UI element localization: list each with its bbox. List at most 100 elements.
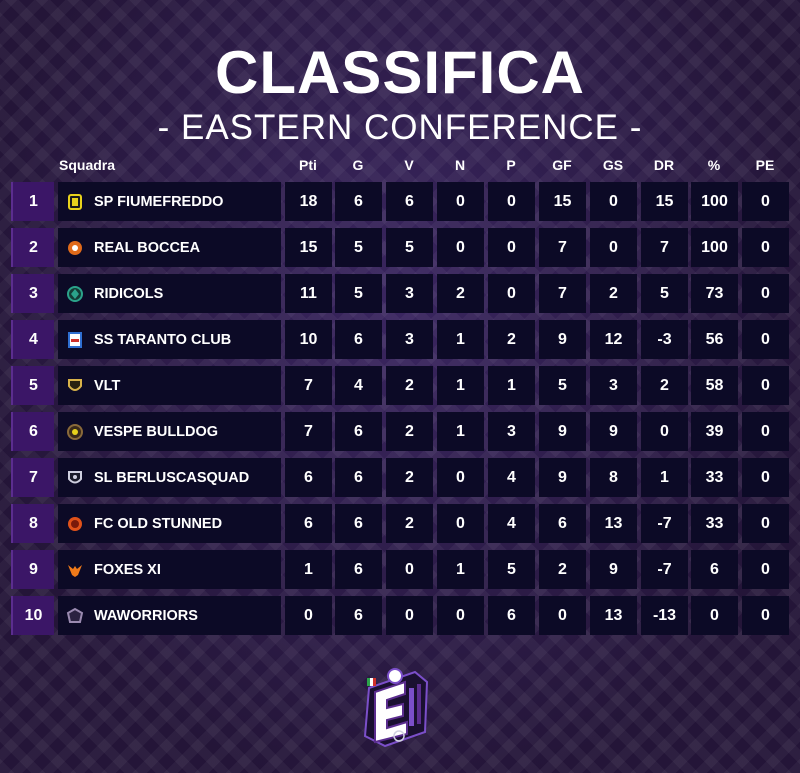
n-cell: 0 <box>437 458 484 497</box>
table-header: Squadra Pti G V N P GF GS DR % PE <box>0 157 800 175</box>
pe-cell: 0 <box>742 504 789 543</box>
pti-cell: 10 <box>285 320 332 359</box>
crest-fiumefreddo-icon <box>66 193 84 211</box>
header-g: G <box>352 157 364 173</box>
team-name: WAWORRIORS <box>94 607 198 624</box>
page-title: CLASSIFICA <box>215 39 585 106</box>
pct-cell: 33 <box>691 458 738 497</box>
gf-cell: 9 <box>539 458 586 497</box>
g-cell: 6 <box>335 596 382 635</box>
pti-cell: 6 <box>285 504 332 543</box>
pe-cell: 0 <box>742 412 789 451</box>
pe-cell: 0 <box>742 182 789 221</box>
v-cell: 3 <box>386 274 433 313</box>
pct-cell: 100 <box>691 228 738 267</box>
pti-cell: 11 <box>285 274 332 313</box>
pti-cell: 15 <box>285 228 332 267</box>
rank-cell: 4 <box>11 320 54 359</box>
gs-cell: 13 <box>590 504 637 543</box>
gs-cell: 8 <box>590 458 637 497</box>
dr-cell: 2 <box>641 366 688 405</box>
pct-cell: 39 <box>691 412 738 451</box>
g-cell: 5 <box>335 274 382 313</box>
v-cell: 2 <box>386 504 433 543</box>
n-cell: 2 <box>437 274 484 313</box>
crest-boccea-icon <box>66 239 84 257</box>
g-cell: 5 <box>335 228 382 267</box>
pti-cell: 1 <box>285 550 332 589</box>
dr-cell: 7 <box>641 228 688 267</box>
dr-cell: 1 <box>641 458 688 497</box>
conference-subtitle: - EASTERN CONFERENCE - <box>157 108 643 147</box>
rank-cell: 10 <box>11 596 54 635</box>
pct-cell: 58 <box>691 366 738 405</box>
n-cell: 0 <box>437 596 484 635</box>
rank-cell: 6 <box>11 412 54 451</box>
table-row: 6 VESPE BULLDOG 7 6 2 1 3 9 9 0 39 0 <box>0 412 800 451</box>
p-cell: 3 <box>488 412 535 451</box>
table-row: 7 SL BERLUSCASQUAD 6 6 2 0 4 9 8 1 33 0 <box>0 458 800 497</box>
g-cell: 4 <box>335 366 382 405</box>
table-row: 1 SP FIUMEFREDDO 18 6 6 0 0 15 0 15 100 0 <box>0 182 800 221</box>
team-name: SL BERLUSCASQUAD <box>94 469 250 486</box>
gf-cell: 7 <box>539 228 586 267</box>
pct-cell: 56 <box>691 320 738 359</box>
header-team: Squadra <box>59 157 116 173</box>
crest-ridicols-icon <box>66 285 84 303</box>
header-pct: % <box>707 157 721 173</box>
team-cell: RIDICOLS <box>58 274 281 313</box>
g-cell: 6 <box>335 504 382 543</box>
header-p: P <box>506 157 516 173</box>
crest-vlt-icon <box>66 377 84 395</box>
pe-cell: 0 <box>742 366 789 405</box>
crest-foxes-icon <box>66 561 84 579</box>
g-cell: 6 <box>335 550 382 589</box>
table-row: 3 RIDICOLS 11 5 3 2 0 7 2 5 73 0 <box>0 274 800 313</box>
p-cell: 4 <box>488 504 535 543</box>
team-name: SS TARANTO CLUB <box>94 331 232 348</box>
team-cell: REAL BOCCEA <box>58 228 281 267</box>
gf-cell: 2 <box>539 550 586 589</box>
gf-cell: 0 <box>539 596 586 635</box>
gf-cell: 15 <box>539 182 586 221</box>
rank-cell: 3 <box>11 274 54 313</box>
rank-cell: 2 <box>11 228 54 267</box>
v-cell: 0 <box>386 550 433 589</box>
league-e-logo-icon <box>355 662 435 750</box>
team-cell: VESPE BULLDOG <box>58 412 281 451</box>
pe-cell: 0 <box>742 274 789 313</box>
pe-cell: 0 <box>742 596 789 635</box>
p-cell: 0 <box>488 228 535 267</box>
n-cell: 1 <box>437 366 484 405</box>
gs-cell: 12 <box>590 320 637 359</box>
gs-cell: 9 <box>590 412 637 451</box>
gf-cell: 5 <box>539 366 586 405</box>
p-cell: 0 <box>488 274 535 313</box>
header-n: N <box>454 157 466 173</box>
team-name: FC OLD STUNNED <box>94 515 223 532</box>
p-cell: 6 <box>488 596 535 635</box>
table-row: 8 FC OLD STUNNED 6 6 2 0 4 6 13 -7 33 0 <box>0 504 800 543</box>
rank-cell: 5 <box>11 366 54 405</box>
p-cell: 2 <box>488 320 535 359</box>
dr-cell: 5 <box>641 274 688 313</box>
pe-cell: 0 <box>742 458 789 497</box>
gs-cell: 0 <box>590 182 637 221</box>
rank-cell: 7 <box>11 458 54 497</box>
team-name: RIDICOLS <box>94 285 164 302</box>
team-cell: FOXES XI <box>58 550 281 589</box>
dr-cell: 15 <box>641 182 688 221</box>
g-cell: 6 <box>335 182 382 221</box>
pe-cell: 0 <box>742 228 789 267</box>
pct-cell: 73 <box>691 274 738 313</box>
dr-cell: 0 <box>641 412 688 451</box>
dr-cell: -3 <box>641 320 688 359</box>
team-name: REAL BOCCEA <box>94 239 201 256</box>
table-row: 10 WAWORRIORS 0 6 0 0 6 0 13 -13 0 0 <box>0 596 800 635</box>
header-v: V <box>404 157 414 173</box>
table-row: 9 FOXES XI 1 6 0 1 5 2 9 -7 6 0 <box>0 550 800 589</box>
team-name: VESPE BULLDOG <box>94 423 219 440</box>
team-cell: WAWORRIORS <box>58 596 281 635</box>
p-cell: 5 <box>488 550 535 589</box>
crest-waworriors-icon <box>66 607 84 625</box>
